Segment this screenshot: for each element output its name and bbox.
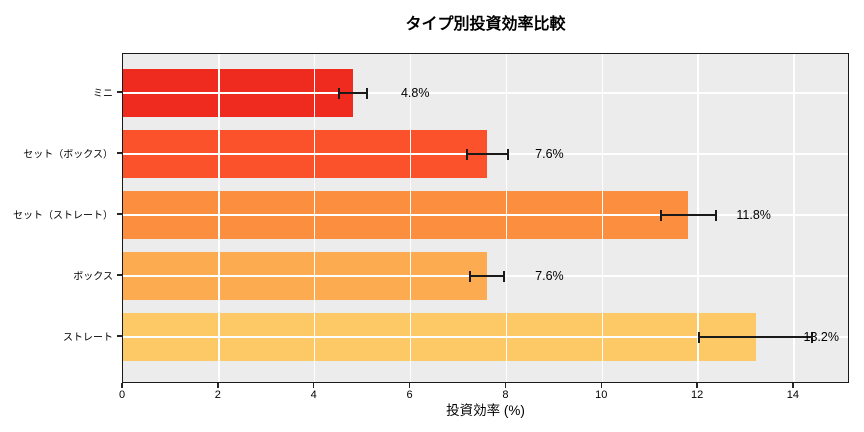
error-bar-cap-left (469, 270, 472, 282)
gridline-x (697, 54, 699, 382)
x-tick-label: 8 (502, 389, 509, 401)
error-bar-cap-right (715, 209, 718, 221)
y-tick-mark (117, 91, 122, 93)
y-tick-mark (117, 152, 122, 154)
y-tick-label: ミニ (93, 88, 113, 100)
x-tick-label: 4 (310, 389, 317, 401)
y-tick-label: セット（ストレート） (13, 210, 113, 222)
value-label: 13.2% (803, 330, 839, 344)
gridline-x (793, 54, 795, 382)
x-axis-title: 投資効率 (%) (446, 403, 525, 418)
y-tick-mark (117, 335, 122, 337)
x-tick-label: 0 (118, 389, 126, 401)
y-tick-mark (117, 213, 122, 215)
x-tick-mark (792, 383, 794, 388)
error-bar-cap-left (465, 148, 468, 160)
error-bar-line (338, 92, 368, 94)
y-tick-label: セット（ボックス） (23, 149, 113, 161)
x-tick-mark (696, 383, 698, 388)
x-tick-mark (504, 383, 507, 388)
error-bar-line (466, 153, 508, 155)
x-tick-label: 14 (786, 389, 800, 401)
error-bar-cap-right (502, 270, 505, 282)
value-label: 11.8% (736, 208, 771, 222)
error-bar-cap-right (366, 87, 369, 99)
gridline-x (218, 54, 220, 382)
error-bar-cap-left (698, 331, 701, 343)
x-tick-label: 6 (406, 389, 413, 401)
gridline-y (123, 92, 848, 94)
y-tick-label: ボックス (73, 271, 113, 283)
gridline-x (313, 54, 316, 382)
error-bar-cap-right (506, 148, 509, 160)
y-tick-mark (117, 274, 122, 276)
x-tick-mark (121, 383, 123, 388)
value-label: 4.8% (400, 86, 430, 100)
error-bar-cap-left (337, 87, 340, 99)
value-label: 7.6% (535, 147, 564, 161)
error-bar-line (470, 275, 504, 277)
x-tick-label: 10 (595, 389, 608, 401)
plot-area: 4.8% 7.6% 11.8% 7.6% 13.2% (122, 53, 849, 383)
x-tick-label: 2 (214, 389, 221, 401)
gridline-y (123, 336, 848, 338)
gridline-x (409, 54, 412, 382)
x-tick-label: 12 (690, 389, 704, 401)
error-bar-cap-right (811, 331, 814, 343)
error-bar-line (699, 336, 813, 338)
x-tick-mark (600, 383, 602, 388)
x-tick-mark (313, 383, 315, 388)
y-tick-label: ストレート (63, 332, 113, 344)
gridline-x (505, 54, 508, 382)
error-bar-cap-left (659, 209, 662, 221)
error-bar-line (660, 214, 717, 216)
gridline-y (123, 214, 848, 216)
chart-title: タイプ別投資効率比較 (405, 16, 566, 33)
x-tick-mark (217, 383, 219, 388)
gridline-x (601, 54, 603, 382)
x-tick-mark (408, 383, 411, 388)
value-label: 7.6% (535, 269, 564, 283)
